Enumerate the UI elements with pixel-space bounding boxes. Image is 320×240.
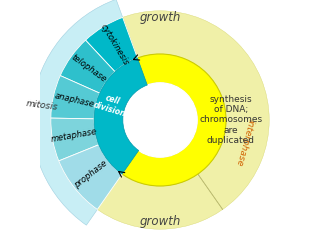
Wedge shape xyxy=(32,0,123,225)
Wedge shape xyxy=(94,54,226,186)
Text: mitosis: mitosis xyxy=(26,99,59,112)
Wedge shape xyxy=(51,76,100,119)
Wedge shape xyxy=(59,145,122,210)
Text: metaphase: metaphase xyxy=(50,127,98,144)
Wedge shape xyxy=(94,58,147,174)
Text: growth: growth xyxy=(139,12,181,24)
Circle shape xyxy=(123,83,197,157)
Text: telophase: telophase xyxy=(70,53,108,84)
Text: interphase: interphase xyxy=(234,118,255,167)
Text: synthesis
of DNA;
chromosomes
are
duplicated: synthesis of DNA; chromosomes are duplic… xyxy=(199,95,262,145)
Text: anaphase: anaphase xyxy=(54,91,95,109)
Text: prophase: prophase xyxy=(73,158,109,190)
Wedge shape xyxy=(85,17,137,72)
Wedge shape xyxy=(51,118,99,161)
Wedge shape xyxy=(51,11,269,229)
Text: growth: growth xyxy=(139,216,181,228)
Text: cell
division: cell division xyxy=(92,91,130,119)
Wedge shape xyxy=(60,40,115,93)
Text: cytokinesis: cytokinesis xyxy=(99,23,131,67)
